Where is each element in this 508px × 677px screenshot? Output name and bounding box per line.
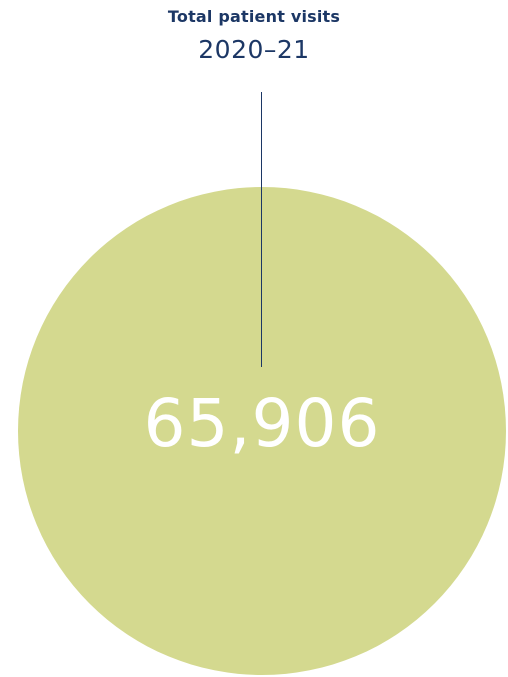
chart-title: Total patient visits xyxy=(167,7,341,26)
chart-subtitle: 2020–21 xyxy=(198,35,310,64)
total-visits-value: 65,906 xyxy=(143,385,381,462)
leader-line xyxy=(261,92,263,367)
